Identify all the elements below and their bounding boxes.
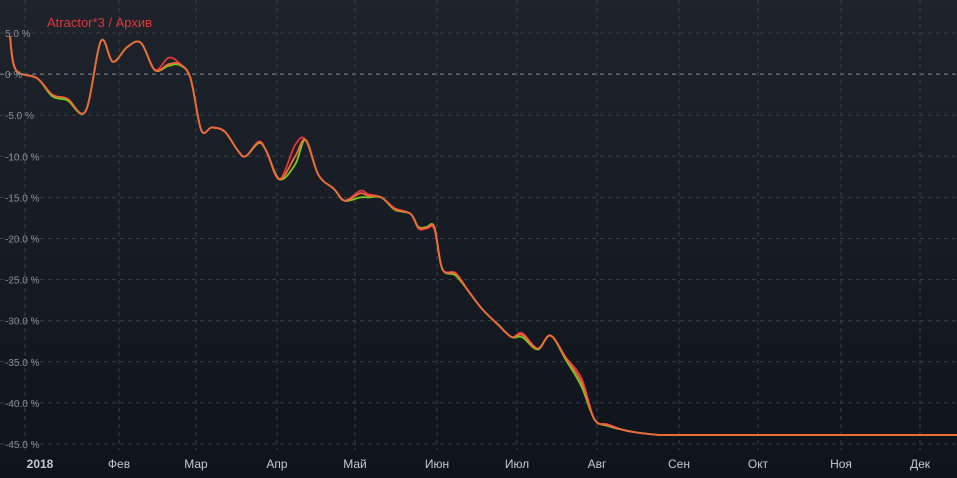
y-tick-label: -35.0 % <box>5 358 40 369</box>
grid <box>0 0 957 450</box>
y-tick-label: -10.0 % <box>5 152 40 163</box>
y-tick-label: 5.0 % <box>5 29 31 40</box>
x-tick-label: Май <box>343 457 367 471</box>
x-tick-label: Дек <box>910 457 931 471</box>
y-tick-label: -30.0 % <box>5 317 40 328</box>
y-tick-label: -15.0 % <box>5 193 40 204</box>
x-axis-ticks: 2018 Фев Мар Апр Май Июн Июл Авг Сен Окт Ноя Дек <box>27 457 931 471</box>
y-tick-label: -45.0 % <box>5 440 40 451</box>
y-tick-label: 0 % <box>5 70 22 81</box>
x-tick-label: Фев <box>108 457 130 471</box>
y-tick-label: -20.0 % <box>5 235 40 246</box>
x-tick-label: Июл <box>505 457 529 471</box>
x-tick-label: Апр <box>266 457 288 471</box>
x-tick-label: Июн <box>425 457 449 471</box>
y-tick-label: -25.0 % <box>5 276 40 287</box>
y-tick-label: -40.0 % <box>5 399 40 410</box>
x-tick-label: 2018 <box>27 457 54 471</box>
y-axis-ticks: 5.0 % 0 % -5.0 % -10.0 % -15.0 % -20.0 % -25.0… <box>5 29 40 451</box>
y-tick-label: -5.0 % <box>5 111 34 122</box>
chart-title: Atractor*3 / Архив <box>47 15 152 30</box>
series-group <box>9 36 957 436</box>
x-tick-label: Ноя <box>830 457 852 471</box>
x-tick-label: Мар <box>184 457 208 471</box>
series-line-3 <box>9 36 957 436</box>
x-tick-label: Окт <box>748 457 769 471</box>
x-tick-label: Сен <box>668 457 690 471</box>
x-tick-label: Авг <box>588 457 607 471</box>
